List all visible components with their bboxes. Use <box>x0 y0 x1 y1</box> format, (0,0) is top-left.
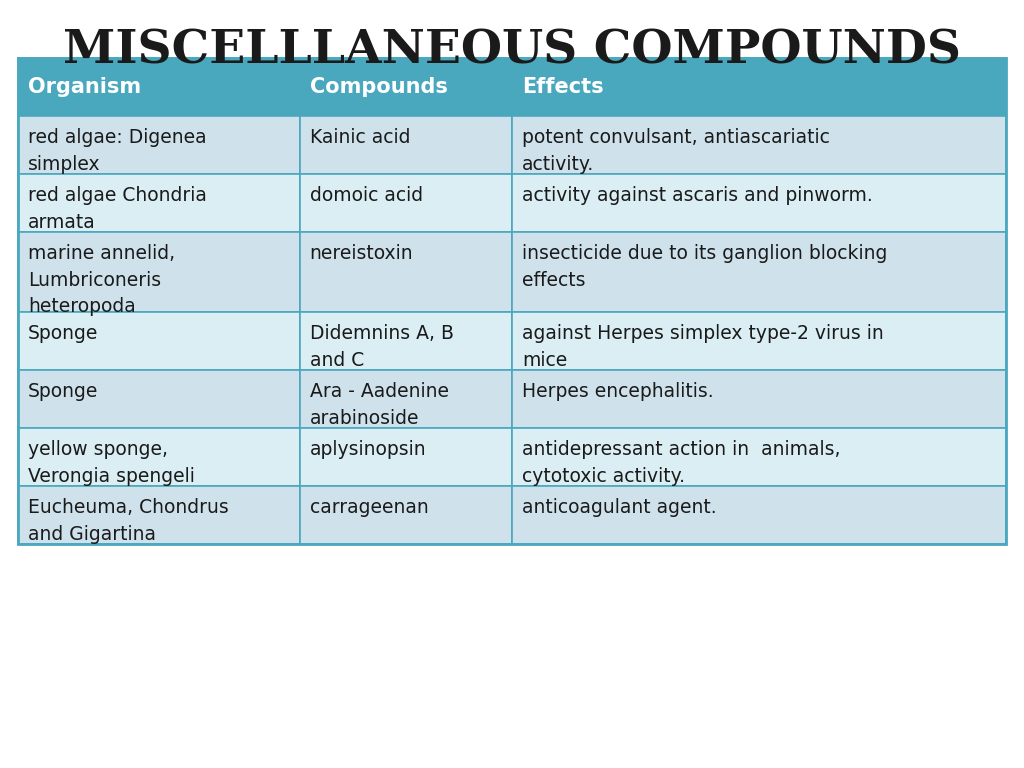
Text: Effects: Effects <box>522 77 603 97</box>
Bar <box>300 312 512 370</box>
Text: domoic acid: domoic acid <box>309 186 423 205</box>
Text: red algae: Digenea
simplex: red algae: Digenea simplex <box>28 128 207 174</box>
Bar <box>18 58 300 116</box>
Bar <box>512 370 1006 428</box>
Bar <box>18 174 300 232</box>
Bar <box>18 312 300 370</box>
Bar <box>512 428 1006 486</box>
Text: carrageenan: carrageenan <box>309 498 428 517</box>
Bar <box>300 58 512 116</box>
Text: anticoagulant agent.: anticoagulant agent. <box>522 498 717 517</box>
Bar <box>512 312 1006 370</box>
Bar <box>18 486 300 544</box>
Text: antidepressant action in  animals,
cytotoxic activity.: antidepressant action in animals, cytoto… <box>522 440 841 485</box>
Bar <box>18 370 300 428</box>
Bar <box>18 116 300 174</box>
Text: Kainic acid: Kainic acid <box>309 128 410 147</box>
Text: marine annelid,
Lumbriconeris
heteropoda: marine annelid, Lumbriconeris heteropoda <box>28 244 175 316</box>
Text: Herpes encephalitis.: Herpes encephalitis. <box>522 382 714 401</box>
Bar <box>18 58 1006 544</box>
Text: against Herpes simplex type-2 virus in
mice: against Herpes simplex type-2 virus in m… <box>522 324 884 369</box>
Text: insecticide due to its ganglion blocking
effects: insecticide due to its ganglion blocking… <box>522 244 888 290</box>
Text: Sponge: Sponge <box>28 324 98 343</box>
Bar <box>512 486 1006 544</box>
Text: red algae Chondria
armata: red algae Chondria armata <box>28 186 207 231</box>
Text: MISCELLLANEOUS COMPOUNDS: MISCELLLANEOUS COMPOUNDS <box>63 28 961 74</box>
Bar <box>300 174 512 232</box>
Text: activity against ascaris and pinworm.: activity against ascaris and pinworm. <box>522 186 872 205</box>
Bar <box>300 370 512 428</box>
Bar <box>512 232 1006 312</box>
Text: Ara - Aadenine
arabinoside: Ara - Aadenine arabinoside <box>309 382 449 428</box>
Bar <box>512 116 1006 174</box>
Bar <box>300 486 512 544</box>
Bar <box>18 428 300 486</box>
Text: yellow sponge,
Verongia spengeli: yellow sponge, Verongia spengeli <box>28 440 195 485</box>
Text: Didemnins A, B
and C: Didemnins A, B and C <box>309 324 454 369</box>
Text: Sponge: Sponge <box>28 382 98 401</box>
Bar <box>18 232 300 312</box>
Text: Organism: Organism <box>28 77 141 97</box>
Bar <box>512 58 1006 116</box>
Bar <box>300 232 512 312</box>
Text: Eucheuma, Chondrus
and Gigartina: Eucheuma, Chondrus and Gigartina <box>28 498 228 544</box>
Bar <box>300 116 512 174</box>
Text: aplysinopsin: aplysinopsin <box>309 440 426 459</box>
Text: potent convulsant, antiascariatic
activity.: potent convulsant, antiascariatic activi… <box>522 128 829 174</box>
Text: Compounds: Compounds <box>309 77 447 97</box>
Bar <box>300 428 512 486</box>
Bar <box>512 174 1006 232</box>
Text: nereistoxin: nereistoxin <box>309 244 414 263</box>
